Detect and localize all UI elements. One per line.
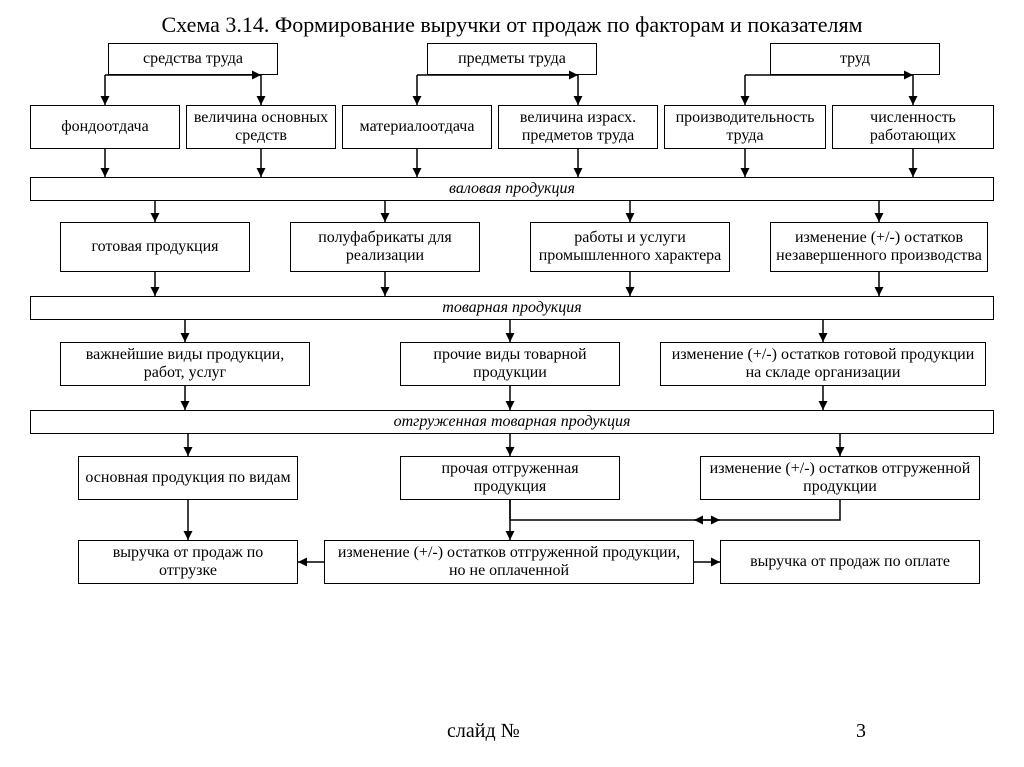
arrows-layer [0,0,1024,767]
